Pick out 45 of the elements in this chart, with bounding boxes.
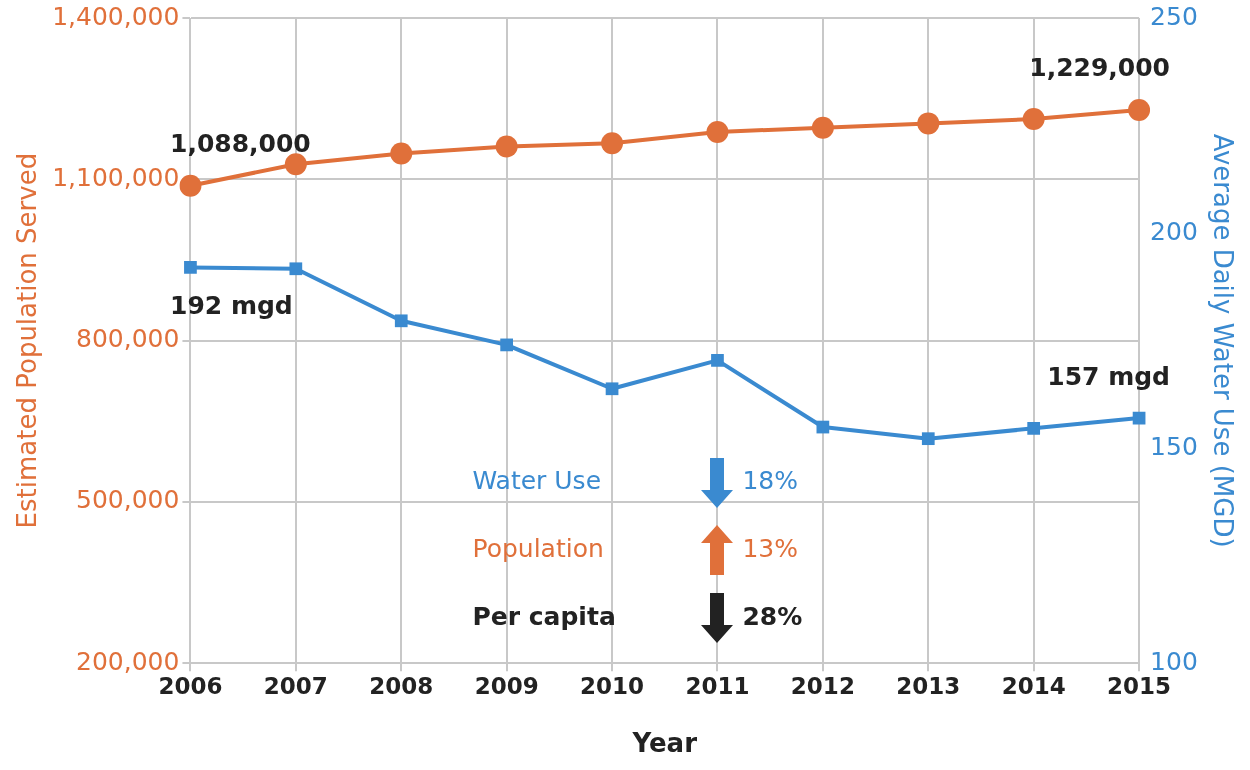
- point: [1027, 421, 1041, 435]
- point: [179, 174, 202, 197]
- point: [394, 314, 408, 328]
- y2-axis-title: Average Daily Water Use (MGD): [1207, 133, 1238, 548]
- x-tick-label: 2008: [369, 672, 434, 699]
- y2-tick-label: 150: [1150, 431, 1198, 461]
- point: [289, 262, 303, 276]
- annotation: Population: [472, 533, 604, 563]
- point: [917, 112, 940, 135]
- y2-tick-label: 200: [1150, 216, 1198, 246]
- y-tick-label: 800,000: [76, 324, 180, 354]
- point: [711, 354, 724, 367]
- annotation: 13%: [742, 533, 799, 563]
- point: [1022, 108, 1045, 131]
- point: [811, 116, 834, 139]
- point: [495, 135, 518, 158]
- data-label: 192 mgd: [170, 290, 293, 320]
- point: [921, 432, 935, 446]
- point: [500, 338, 514, 352]
- annotation: Per capita: [472, 601, 616, 631]
- data-label: 157 mgd: [1047, 361, 1170, 391]
- point: [706, 120, 729, 143]
- y-tick-label: 500,000: [76, 485, 180, 515]
- annotation: Water Use: [472, 466, 602, 496]
- x-axis-title: Year: [631, 728, 698, 759]
- point: [601, 132, 624, 155]
- annotation: 18%: [742, 466, 799, 496]
- x-tick-label: 2007: [263, 672, 328, 699]
- y-tick-label: 1,100,000: [52, 162, 180, 192]
- x-tick-label: 2014: [1001, 672, 1066, 699]
- data-label: 1,088,000: [170, 129, 311, 159]
- x-tick-label: 2011: [685, 672, 750, 699]
- y-axis-title: Estimated Population Served: [12, 152, 43, 529]
- x-tick-label: 2013: [896, 672, 961, 699]
- x-tick-label: 2009: [474, 672, 539, 699]
- x-tick-label: 2012: [790, 672, 855, 699]
- data-label: 1,229,000: [1029, 53, 1170, 83]
- point: [1128, 98, 1151, 121]
- point: [605, 382, 619, 396]
- point: [390, 142, 413, 165]
- x-tick-label: 2010: [580, 672, 645, 699]
- y-tick-label: 1,400,000: [52, 1, 180, 31]
- y2-tick-label: 250: [1150, 1, 1198, 31]
- point: [184, 261, 197, 274]
- annotation: 28%: [742, 601, 803, 631]
